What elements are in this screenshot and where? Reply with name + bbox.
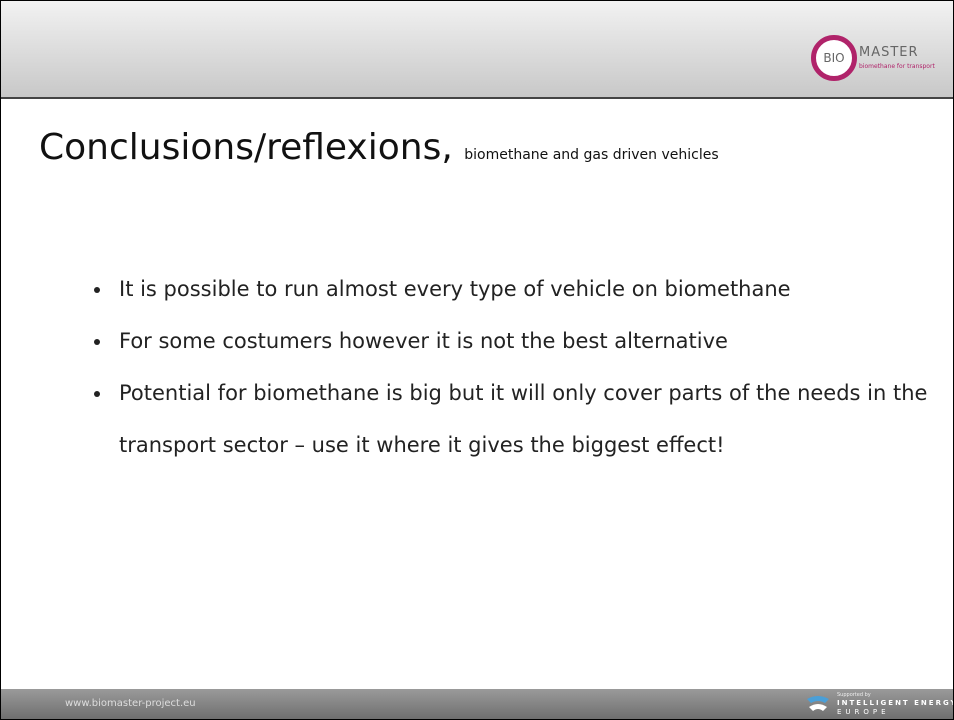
bullet-list: It is possible to run almost every type … [71, 263, 953, 471]
logo-tagline: biomethane for transport [859, 63, 935, 70]
iee-logo: Supported by INTELLIGENT ENERGY EUROPE [805, 692, 953, 718]
logo-word: MASTER [859, 45, 919, 60]
logo-circle: BIO [811, 35, 857, 81]
program-name: INTELLIGENT ENERGY [837, 699, 954, 707]
supported-by: Supported by [837, 692, 871, 698]
logo: BIO MASTER biomethane for transport [811, 35, 943, 85]
bullet: For some costumers however it is not the… [113, 315, 953, 367]
footer-url: www.biomaster-project.eu [65, 698, 196, 709]
program-region: EUROPE [837, 708, 890, 716]
subtitle: biomethane and gas driven vehicles [464, 147, 719, 163]
footer-bar: www.biomaster-project.eu Supported by IN… [1, 689, 953, 719]
bullet: Potential for biomethane is big but it w… [113, 367, 953, 471]
header-bar: BIO MASTER biomethane for transport [1, 1, 953, 99]
slide-title: Conclusions/reflexions, biomethane and g… [39, 127, 719, 168]
iee-mark [807, 696, 829, 711]
bullet: It is possible to run almost every type … [113, 263, 953, 315]
title-text: Conclusions/reflexions, [39, 127, 453, 168]
